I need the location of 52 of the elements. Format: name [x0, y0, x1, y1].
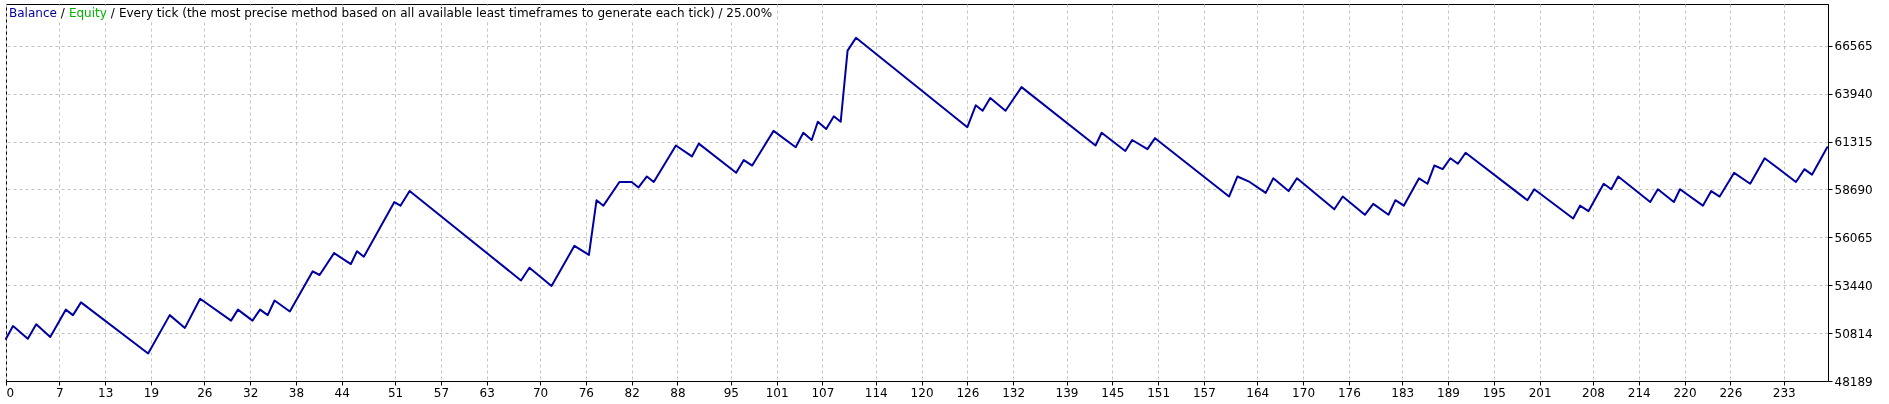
- legend-label: Equity: [68, 6, 107, 20]
- x-tick-label: 214: [1627, 385, 1651, 400]
- x-tick-label: 95: [723, 385, 739, 400]
- x-tick-label: 57: [433, 385, 450, 400]
- y-tick-label: 53440: [1834, 278, 1873, 293]
- x-tick-label: 51: [387, 385, 404, 400]
- x-tick-label: 101: [765, 385, 789, 400]
- y-tick-label: 66565: [1834, 39, 1873, 54]
- x-tick-label: 176: [1337, 385, 1361, 400]
- y-tick-label: 63940: [1834, 87, 1873, 102]
- y-tick-label: 48189: [1834, 374, 1873, 389]
- x-tick-label: 114: [864, 385, 888, 400]
- x-tick-label: 157: [1192, 385, 1216, 400]
- x-tick-label: 44: [334, 385, 350, 400]
- x-tick-label: 7: [56, 385, 64, 400]
- x-tick-label: 164: [1246, 385, 1270, 400]
- x-tick-label: 32: [243, 385, 259, 400]
- x-tick-label: 151: [1147, 385, 1171, 400]
- x-tick-label: 88: [670, 385, 686, 400]
- x-tick-label: 13: [98, 385, 114, 400]
- y-tick-label: 58690: [1834, 182, 1873, 197]
- x-tick-label: 233: [1772, 385, 1796, 400]
- x-tick-label: 208: [1582, 385, 1605, 400]
- x-tick-label: 63: [479, 385, 495, 400]
- x-tick-label: 220: [1673, 385, 1697, 400]
- x-tick-label: 70: [532, 385, 549, 400]
- x-tick-label: 195: [1482, 385, 1506, 400]
- x-tick-label: 38: [288, 385, 305, 400]
- x-tick-label: 183: [1391, 385, 1415, 400]
- x-tick-label: 201: [1528, 385, 1552, 400]
- annotation: /: [110, 6, 115, 20]
- x-tick-label: 226: [1719, 385, 1743, 400]
- x-tick-label: 132: [1002, 385, 1026, 400]
- x-tick-label: 145: [1101, 385, 1125, 400]
- x-tick-label: 26: [197, 385, 213, 400]
- chart-title: Every tick (the most precise method based on all available least timeframes to generate each tick) / 25.00%: [118, 6, 773, 20]
- text: Balance: [9, 6, 57, 20]
- x-tick-label: 76: [578, 385, 595, 400]
- x-tick-label: 170: [1292, 385, 1316, 400]
- x-tick-label: 139: [1055, 385, 1079, 400]
- x-tick-label: 189: [1437, 385, 1460, 400]
- y-tick-label: 61315: [1834, 135, 1873, 150]
- annotation: /: [60, 6, 65, 20]
- x-tick-label: 126: [956, 385, 980, 400]
- y-tick-label: 50814: [1834, 326, 1873, 341]
- y-tick-label: 56065: [1834, 230, 1873, 245]
- x-tick-label: 82: [624, 385, 640, 400]
- x-tick-label: 0: [6, 385, 15, 400]
- x-tick-label: 19: [143, 385, 160, 400]
- line-series: [5, 36, 1829, 355]
- x-tick-label: 107: [811, 385, 835, 400]
- x-tick-label: 120: [910, 385, 934, 400]
